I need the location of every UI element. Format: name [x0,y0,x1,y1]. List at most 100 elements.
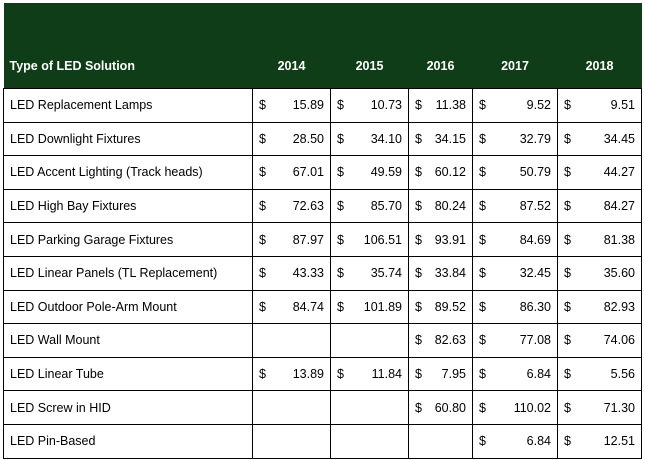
currency-symbol: $ [415,333,422,348]
price-cell: $82.93 [557,289,642,325]
header-2015: 2015 [330,3,409,89]
price-cell-content: $6.84 [479,434,551,448]
currency-symbol: $ [415,266,422,281]
price-cell [330,423,409,459]
price-cell-content: $34.15 [415,132,466,146]
currency-symbol: $ [337,199,344,214]
price-cell-content: $82.63 [415,333,466,347]
row-label: LED Linear Tube [3,356,253,392]
price-cell: $33.84 [408,255,473,291]
price-value: 32.79 [519,131,551,146]
price-value: 82.63 [434,333,466,348]
currency-symbol: $ [415,400,422,415]
price-cell: $60.80 [408,390,473,425]
currency-symbol: $ [337,165,344,180]
price-cell-content: $9.51 [564,98,635,112]
price-value: 9.52 [526,98,551,113]
price-cell: $6.84 [472,423,558,459]
price-cell-content: $87.97 [259,233,324,247]
row-label: LED Screw in HID [3,390,253,425]
price-cell: $35.74 [330,255,409,291]
currency-symbol: $ [259,98,266,113]
currency-symbol: $ [337,266,344,281]
price-cell-content: $11.38 [415,98,466,112]
price-cell: $72.63 [252,188,331,224]
price-cell-content: $43.33 [259,266,324,280]
price-cell-content: $67.01 [259,165,324,179]
price-cell: $110.02 [472,390,558,425]
price-cell: $35.60 [557,255,642,291]
price-cell: $7.95 [408,356,473,392]
currency-symbol: $ [415,232,422,247]
price-cell [330,390,409,425]
price-cell: $15.89 [252,88,331,123]
price-cell: $84.74 [252,289,331,325]
row-label: LED Accent Lighting (Track heads) [3,155,253,190]
price-cell: $13.89 [252,356,331,392]
currency-symbol: $ [415,367,422,382]
price-value: 12.51 [603,434,635,449]
price-cell [252,323,331,358]
header-row: Type of LED Solution 2014 2015 2016 2017… [3,3,642,89]
row-label: LED Outdoor Pole-Arm Mount [3,289,253,325]
price-cell: $87.97 [252,222,331,257]
price-value: 34.45 [603,131,635,146]
price-value: 11.84 [371,367,402,382]
price-value: 60.80 [434,400,466,415]
price-value: 44.27 [603,165,635,180]
price-cell: $71.30 [557,390,642,425]
price-value: 60.12 [434,165,466,180]
price-cell-content: $84.27 [564,199,635,213]
currency-symbol: $ [259,367,266,382]
price-value: 86.30 [519,299,551,314]
price-cell: $11.38 [408,88,473,123]
price-cell-content: $82.93 [564,300,635,314]
price-value: 93.91 [434,232,466,247]
price-value: 89.52 [434,299,466,314]
price-cell: $28.50 [252,121,331,157]
price-value: 9.51 [610,98,635,113]
currency-symbol: $ [564,299,571,314]
price-cell-content: $44.27 [564,165,635,179]
price-cell: $81.38 [557,222,642,257]
table-row: LED Pin-Based $6.84 $12.51 [3,423,642,459]
currency-symbol: $ [479,165,486,180]
currency-symbol: $ [479,199,486,214]
price-cell: $34.45 [557,121,642,157]
price-cell: $67.01 [252,155,331,190]
price-cell-content: $49.59 [337,165,402,179]
price-cell-content: $50.79 [479,165,551,179]
price-cell [408,423,473,459]
price-value: 32.45 [519,266,551,281]
price-cell: $93.91 [408,222,473,257]
currency-symbol: $ [564,232,571,247]
price-value: 28.50 [292,131,324,146]
price-cell-content: $15.89 [259,98,324,112]
price-value: 84.69 [519,232,551,247]
price-value: 43.33 [292,266,324,281]
currency-symbol: $ [564,367,571,382]
currency-symbol: $ [259,199,266,214]
price-cell: $9.51 [557,88,642,123]
price-value: 34.15 [434,131,466,146]
price-cell: $49.59 [330,155,409,190]
price-cell: $101.89 [330,289,409,325]
currency-symbol: $ [337,367,344,382]
currency-symbol: $ [259,131,266,146]
led-price-table: Type of LED Solution 2014 2015 2016 2017… [3,3,642,459]
price-value: 85.70 [370,199,402,214]
table-row: LED Accent Lighting (Track heads) $67.01 $… [3,155,642,190]
price-cell-content: $77.08 [479,333,551,347]
price-cell-content: $84.74 [259,300,324,314]
price-cell [252,423,331,459]
price-cell-content: $60.12 [415,165,466,179]
table-row: LED Wall Mount $82.63 $77.08 $74.06 [3,323,642,358]
currency-symbol: $ [479,434,486,449]
price-cell: $89.52 [408,289,473,325]
price-cell: $85.70 [330,188,409,224]
header-type: Type of LED Solution [3,3,253,89]
table-row: LED Replacement Lamps $15.89 $10.73 $11.38 $… [3,88,642,123]
currency-symbol: $ [259,165,266,180]
price-cell-content: $32.45 [479,266,551,280]
price-cell-content: $9.52 [479,98,551,112]
